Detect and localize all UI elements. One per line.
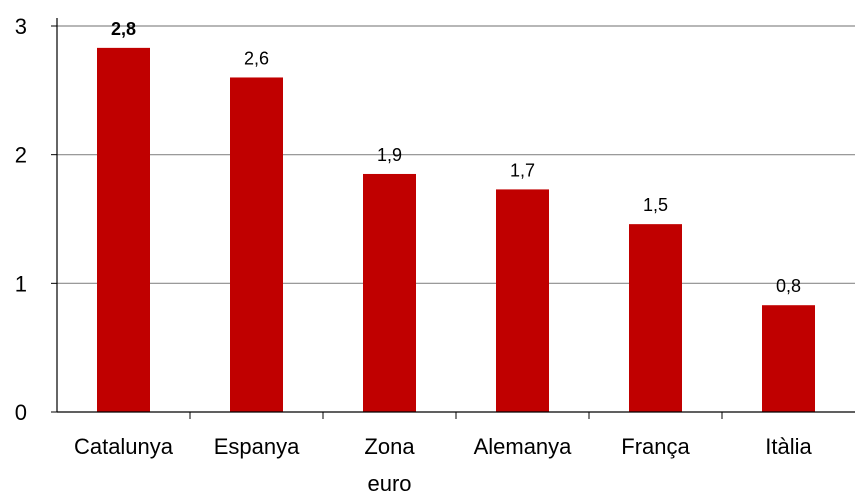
data-label: 1,5 (643, 195, 668, 215)
bars (97, 47, 815, 413)
y-tick-label: 3 (15, 14, 27, 39)
y-tick-label: 1 (15, 271, 27, 296)
bar (97, 47, 150, 413)
data-label: 0,8 (776, 276, 801, 296)
axes (51, 18, 855, 419)
category-label: Catalunya (74, 434, 174, 459)
category-label: Espanya (214, 434, 300, 459)
data-label: 2,8 (111, 19, 136, 39)
y-tick-labels: 0 1 2 3 (15, 14, 27, 425)
category-label: Alemanya (474, 434, 573, 459)
bar (629, 224, 682, 412)
data-label: 1,9 (377, 145, 402, 165)
category-label: França (621, 434, 690, 459)
bar (496, 189, 549, 412)
gridlines (57, 25, 855, 284)
data-labels: 2,8 2,6 1,9 1,7 1,5 0,8 (111, 19, 801, 296)
data-label: 1,7 (510, 160, 535, 180)
bar (762, 305, 815, 412)
category-label: Itàlia (765, 434, 812, 459)
y-tick-label: 2 (15, 143, 27, 168)
category-label: euro (367, 471, 411, 492)
y-tick-label: 0 (15, 400, 27, 425)
category-label: Zona (364, 434, 415, 459)
category-labels: Catalunya Espanya Zona euro Alemanya França It… (74, 434, 813, 492)
bar (363, 173, 416, 412)
data-label: 2,6 (244, 48, 269, 68)
bar (230, 77, 283, 412)
